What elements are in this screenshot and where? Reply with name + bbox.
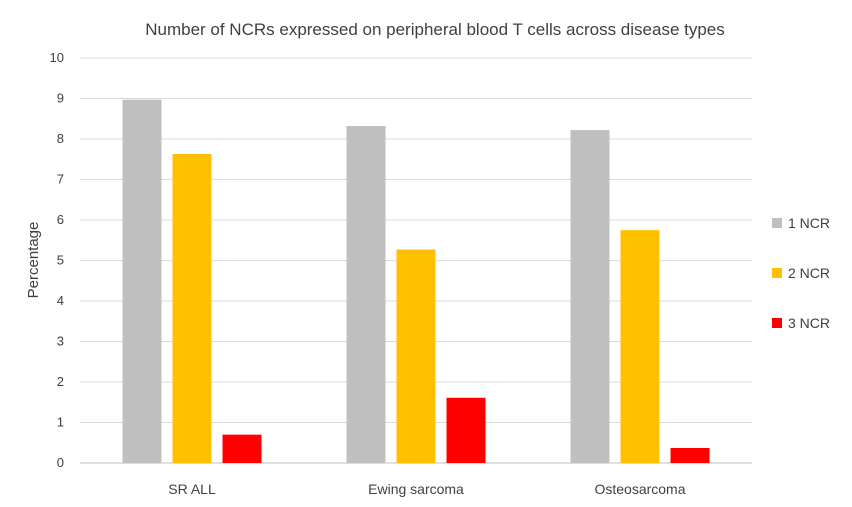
y-tick-label: 3 — [57, 334, 64, 349]
y-tick-label: 7 — [57, 172, 64, 187]
legend-label: 3 NCR — [788, 315, 830, 331]
bar-sr-all-2-ncr — [172, 153, 212, 464]
legend: 1 NCR 2 NCR 3 NCR — [772, 215, 830, 331]
y-tick-label: 10 — [50, 50, 64, 65]
bar-osteosarcoma-1-ncr — [570, 130, 610, 463]
bar-ewing-sarcoma-3-ncr — [446, 397, 486, 463]
x-axis-categories: SR ALL Ewing sarcoma Osteosarcoma — [168, 481, 685, 497]
bar-sr-all-1-ncr — [122, 99, 162, 463]
legend-label: 1 NCR — [788, 215, 830, 231]
y-tick-label: 8 — [57, 131, 64, 146]
legend-label: 2 NCR — [788, 265, 830, 281]
legend-swatch — [772, 268, 782, 278]
y-tick-label: 4 — [57, 293, 64, 308]
x-category-label: Osteosarcoma — [594, 481, 685, 497]
y-tick-label: 6 — [57, 212, 64, 227]
chart-title: Number of NCRs expressed on peripheral b… — [145, 20, 725, 39]
x-category-label: SR ALL — [168, 481, 216, 497]
y-axis-label: Percentage — [25, 222, 42, 299]
bars — [122, 99, 710, 464]
legend-swatch — [772, 218, 782, 228]
y-tick-label: 2 — [57, 374, 64, 389]
bar-osteosarcoma-3-ncr — [670, 448, 710, 463]
y-tick-label: 5 — [57, 253, 64, 268]
y-tick-label: 1 — [57, 415, 64, 430]
y-tick-label: 0 — [57, 455, 64, 470]
y-axis-ticks: 0 1 2 3 4 5 6 7 8 9 10 — [50, 50, 64, 470]
bar-ewing-sarcoma-1-ncr — [346, 126, 386, 463]
bar-osteosarcoma-2-ncr — [620, 230, 660, 463]
x-category-label: Ewing sarcoma — [368, 481, 464, 497]
legend-swatch — [772, 318, 782, 328]
y-tick-label: 9 — [57, 91, 64, 106]
bar-ewing-sarcoma-2-ncr — [396, 249, 436, 463]
bar-sr-all-3-ncr — [222, 434, 262, 463]
